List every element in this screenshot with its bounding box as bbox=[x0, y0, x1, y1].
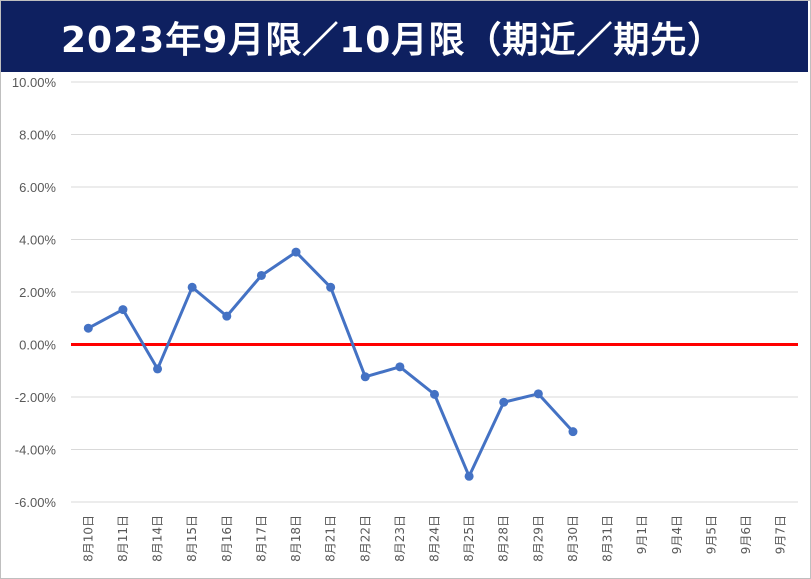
data-point bbox=[395, 362, 405, 372]
x-tick-label: 8月15日 bbox=[185, 515, 199, 562]
x-tick-label: 8月17日 bbox=[254, 515, 268, 562]
data-point bbox=[256, 270, 266, 280]
data-point bbox=[222, 311, 232, 321]
data-point bbox=[326, 282, 336, 292]
data-point bbox=[153, 364, 163, 374]
x-tick-label: 9月5日 bbox=[704, 515, 718, 554]
data-point bbox=[118, 305, 128, 315]
x-tick-label: 9月6日 bbox=[739, 515, 753, 554]
y-axis-labels: 10.00% 8.00% 6.00% 4.00% 2.00% 0.00% -2.00% -4.… bbox=[12, 75, 57, 510]
x-tick-label: 8月29日 bbox=[531, 515, 545, 562]
x-tick-label: 8月11日 bbox=[116, 515, 130, 562]
y-tick-label: 2.00% bbox=[19, 285, 56, 300]
data-point bbox=[360, 372, 370, 382]
data-point bbox=[568, 427, 578, 437]
x-tick-label: 8月21日 bbox=[324, 515, 338, 562]
y-tick-label: -2.00% bbox=[15, 390, 57, 405]
x-tick-label: 8月28日 bbox=[497, 515, 511, 562]
y-tick-label: 0.00% bbox=[19, 338, 56, 353]
y-tick-label: -4.00% bbox=[15, 443, 57, 458]
x-tick-label: 8月31日 bbox=[601, 515, 615, 562]
gridlines bbox=[71, 81, 798, 503]
x-tick-label: 8月22日 bbox=[358, 515, 372, 562]
y-tick-label: 10.00% bbox=[12, 75, 57, 90]
y-tick-label: -6.00% bbox=[15, 495, 57, 510]
x-tick-label: 9月7日 bbox=[774, 515, 788, 554]
x-tick-label: 8月24日 bbox=[428, 515, 442, 562]
y-tick-label: 4.00% bbox=[19, 233, 56, 248]
x-tick-label: 8月14日 bbox=[151, 515, 165, 562]
x-tick-label: 8月16日 bbox=[220, 515, 234, 562]
data-point bbox=[430, 389, 439, 399]
data-point bbox=[187, 282, 197, 292]
x-tick-label: 9月1日 bbox=[635, 515, 649, 554]
y-tick-label: 6.00% bbox=[19, 180, 56, 195]
data-point bbox=[533, 389, 543, 399]
chart-title: 2023年9月限／10月限（期近／期先） bbox=[61, 20, 725, 61]
data-point bbox=[499, 397, 509, 407]
x-tick-label: 8月23日 bbox=[393, 515, 407, 562]
x-axis-labels: 8月10日 8月11日 8月14日 8月15日 8月16日 8月17日 8月18日 8月21日… bbox=[81, 515, 787, 562]
series-layer bbox=[83, 247, 578, 481]
x-tick-label: 8月25日 bbox=[462, 515, 476, 562]
x-tick-label: 9月4日 bbox=[670, 515, 684, 554]
data-point bbox=[291, 247, 301, 257]
x-tick-label: 8月18日 bbox=[289, 515, 303, 562]
data-point bbox=[464, 471, 474, 481]
y-tick-label: 8.00% bbox=[19, 128, 56, 143]
data-point bbox=[83, 323, 93, 333]
line-chart: 10.00% 8.00% 6.00% 4.00% 2.00% 0.00% -2.00% -4.… bbox=[12, 75, 798, 562]
x-tick-label: 8月30日 bbox=[566, 515, 580, 562]
x-tick-label: 8月10日 bbox=[81, 515, 95, 562]
title-bar: 2023年9月限／10月限（期近／期先） bbox=[1, 1, 808, 72]
